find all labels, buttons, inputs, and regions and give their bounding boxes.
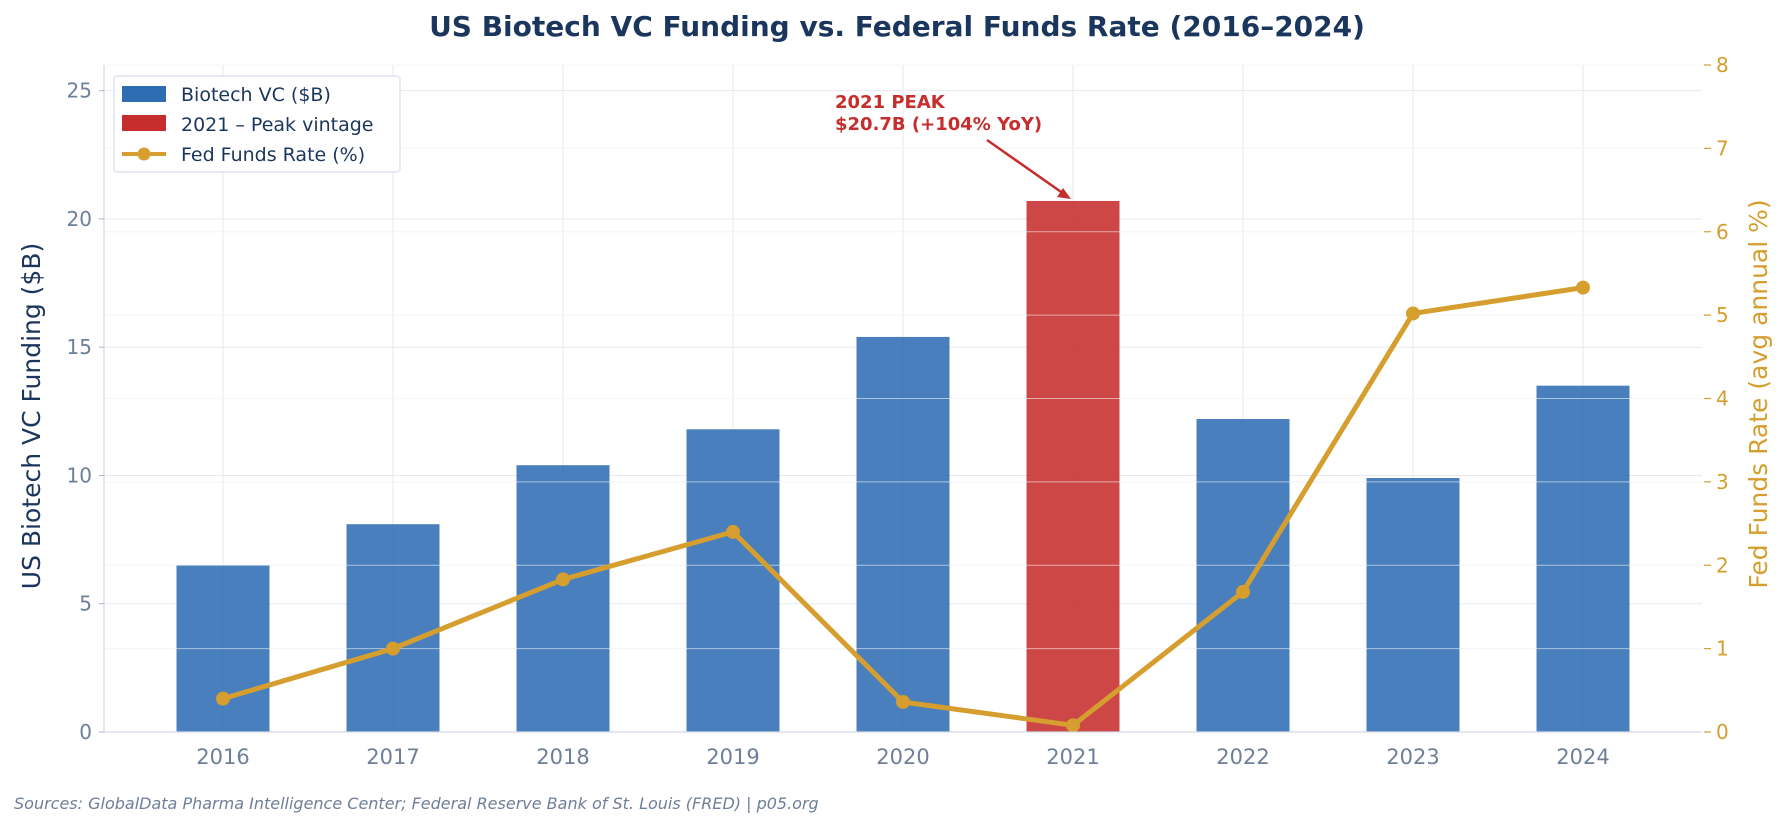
tick-right-label-8: 8 bbox=[1716, 53, 1729, 77]
annotation-arrowhead bbox=[1057, 188, 1071, 199]
legend-frame bbox=[113, 75, 401, 173]
tick-x-label-2018: 2018 bbox=[536, 745, 589, 769]
rate-point-2021 bbox=[1066, 718, 1080, 733]
tick-x-label-2020: 2020 bbox=[876, 745, 929, 769]
legend-label-vc: Biotech VC ($B) bbox=[181, 84, 331, 106]
annotation-line-2: $20.7B (+104% YoY) bbox=[835, 114, 1042, 135]
tick-x-label-2022: 2022 bbox=[1216, 745, 1269, 769]
annotation-arrow bbox=[986, 138, 1065, 196]
bar-2020 bbox=[856, 336, 950, 732]
bar-2018 bbox=[516, 465, 610, 732]
legend-swatch-vc bbox=[122, 86, 166, 102]
legend-swatch-rate-marker bbox=[137, 147, 151, 161]
chart-title: US Biotech VC Funding vs. Federal Funds … bbox=[429, 10, 1365, 43]
rate-point-2017 bbox=[386, 641, 400, 656]
rate-point-2023 bbox=[1406, 306, 1420, 321]
rate-point-2024 bbox=[1576, 280, 1590, 295]
rate-point-2016 bbox=[216, 691, 230, 706]
peak-annotation: 2021 PEAK $20.7B (+104% YoY) bbox=[835, 92, 1071, 199]
tick-x-label-2023: 2023 bbox=[1386, 745, 1439, 769]
bar-2023 bbox=[1366, 478, 1460, 732]
bar-2017 bbox=[346, 524, 440, 732]
tick-left-label-15: 15 bbox=[67, 335, 92, 359]
tick-x-label-2021: 2021 bbox=[1046, 745, 1099, 769]
y-axis-left-label: US Biotech VC Funding ($B) bbox=[17, 243, 46, 589]
bar-2021 bbox=[1026, 200, 1120, 732]
tick-right-label-4: 4 bbox=[1716, 387, 1729, 411]
tick-x-label-2024: 2024 bbox=[1556, 745, 1609, 769]
legend-swatch-peak bbox=[122, 115, 166, 131]
annotation-line-1: 2021 PEAK bbox=[835, 92, 946, 113]
tick-left-label-0: 0 bbox=[79, 720, 92, 744]
tick-left-label-5: 5 bbox=[79, 592, 92, 616]
bar-2019 bbox=[686, 429, 780, 732]
tick-left-label-10: 10 bbox=[67, 463, 92, 487]
legend: Biotech VC ($B) 2021 – Peak vintage Fed … bbox=[113, 75, 401, 173]
y-axis-right-label: Fed Funds Rate (avg annual %) bbox=[1744, 199, 1773, 588]
source-note: Sources: GlobalData Pharma Intelligence … bbox=[14, 794, 819, 813]
tick-right-label-6: 6 bbox=[1716, 220, 1729, 244]
tick-right-label-0: 0 bbox=[1716, 720, 1729, 744]
bar-2024 bbox=[1536, 385, 1630, 732]
tick-x-label-2016: 2016 bbox=[196, 745, 249, 769]
rate-point-2022 bbox=[1236, 584, 1250, 599]
legend-label-peak: 2021 – Peak vintage bbox=[181, 114, 374, 136]
axes: 0 5 10 15 20 25 0 1 2 3 4 5 6 7 8 2016 2017 2018 2019 2020 2… bbox=[67, 53, 1729, 769]
tick-left-label-20: 20 bbox=[67, 207, 92, 231]
tick-right-label-7: 7 bbox=[1716, 136, 1729, 160]
tick-right-label-2: 2 bbox=[1716, 553, 1729, 577]
tick-left-label-25: 25 bbox=[67, 79, 92, 103]
rate-point-2019 bbox=[726, 524, 740, 539]
rate-point-2018 bbox=[556, 572, 570, 587]
tick-x-label-2017: 2017 bbox=[366, 745, 419, 769]
rate-line bbox=[216, 280, 1590, 733]
tick-right-label-5: 5 bbox=[1716, 303, 1729, 327]
bar-2022 bbox=[1196, 419, 1290, 732]
legend-label-rate: Fed Funds Rate (%) bbox=[181, 144, 365, 166]
rate-point-2020 bbox=[896, 694, 910, 709]
tick-x-label-2019: 2019 bbox=[706, 745, 759, 769]
tick-right-label-3: 3 bbox=[1716, 470, 1729, 494]
tick-right-label-1: 1 bbox=[1716, 637, 1729, 661]
